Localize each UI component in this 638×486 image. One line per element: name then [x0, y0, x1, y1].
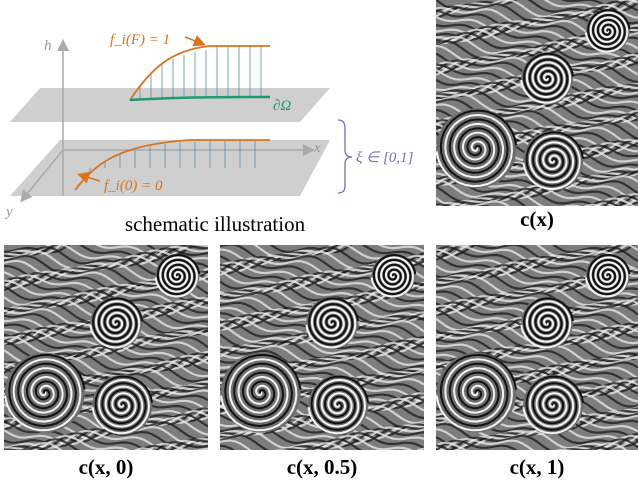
caption: c(x, 0.5) [287, 455, 358, 479]
axis-label: h [44, 38, 52, 54]
texture-image [4, 236, 208, 469]
label: ξ ∈ [0,1] [356, 150, 414, 166]
caption: c(x, 1) [510, 455, 565, 479]
axis-label: y [4, 204, 13, 220]
caption: c(x) [520, 207, 554, 231]
axis-label: x [313, 140, 321, 156]
caption: schematic illustration [125, 212, 306, 236]
arrow [185, 37, 203, 44]
brace [338, 120, 352, 193]
label: f_i(0) = 0 [104, 178, 163, 194]
texture-image [436, 0, 638, 226]
figure: h x y f_i(F) = 1 ∂Ω ξ ∈ [0,1] f_i(0) = 0… [0, 0, 638, 486]
schematic: h x y f_i(F) = 1 ∂Ω ξ ∈ [0,1] f_i(0) = 0… [4, 32, 414, 236]
caption: c(x, 0) [79, 455, 134, 479]
texture-image [220, 235, 424, 469]
label: f_i(F) = 1 [110, 32, 170, 48]
lower-plane [10, 140, 330, 196]
label: ∂Ω [273, 98, 291, 114]
texture-image [436, 235, 638, 469]
